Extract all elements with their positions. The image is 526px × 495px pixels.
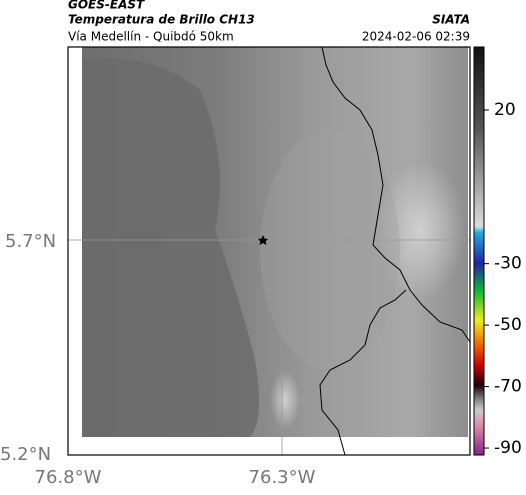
region: Vía Medellín - Quibdó 50km — [68, 30, 234, 44]
satellite-image — [82, 47, 468, 437]
location-marker — [258, 235, 268, 245]
lat-label: 5.2°N — [0, 444, 51, 465]
satellite: GOES-EAST — [68, 0, 145, 12]
source: SIATA — [432, 13, 470, 27]
colorbar-ticks: 20 -30 -50 -70 -90 — [484, 100, 522, 458]
colorbar-tick-label: -50 — [494, 315, 522, 335]
colorbar — [473, 46, 485, 456]
colorbar-tick-label: 20 — [494, 100, 516, 120]
colorbar-tick-label: -70 — [494, 377, 522, 397]
borders — [319, 46, 471, 456]
colorbar-tick-label: -90 — [494, 438, 522, 458]
product: Temperatura de Brillo CH13 — [68, 13, 255, 27]
colorbar-tick-label: -30 — [494, 254, 522, 274]
lon-label: 76.8°W — [35, 467, 102, 488]
map-frame — [67, 46, 471, 456]
lon-label: 76.3°W — [249, 467, 316, 488]
lat-label: 5.7°N — [5, 231, 56, 252]
timestamp: 2024-02-06 02:39 — [362, 30, 470, 44]
